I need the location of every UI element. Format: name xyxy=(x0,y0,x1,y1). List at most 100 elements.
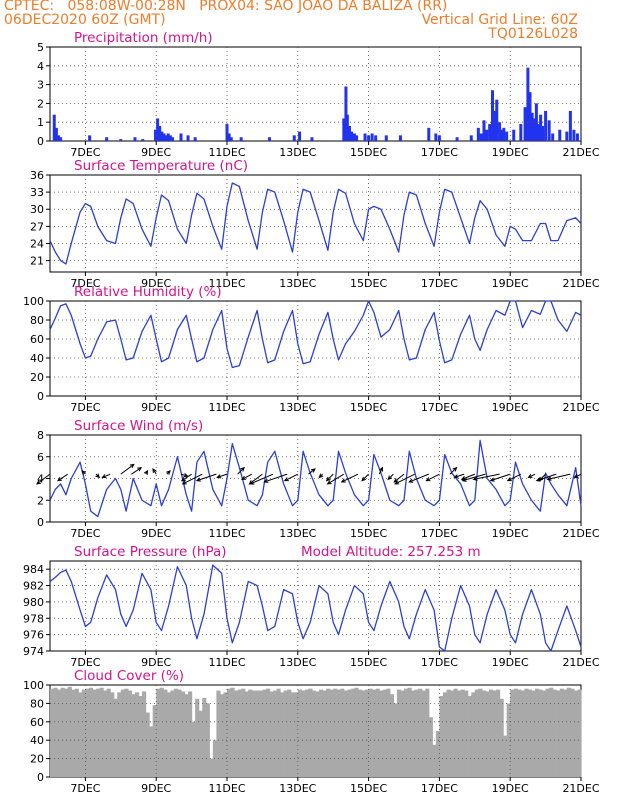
precipitation-bar xyxy=(193,137,197,141)
wind-arrow xyxy=(506,473,522,482)
wind-arrow-head xyxy=(180,476,186,482)
wind-arrow-shaft xyxy=(131,467,142,475)
panel-precipitation: 0 1 2 3 4 5 7DEC 9DEC 11DEC 13DEC 15DEC 17DEC 19DEC 2… xyxy=(37,30,600,159)
precipitation-bar xyxy=(162,133,166,141)
cloud-cover-bar xyxy=(361,690,366,777)
pressure-title: Surface Pressure (hPa) xyxy=(74,544,227,560)
cloud-cover-bar xyxy=(524,688,529,777)
wind-arrow xyxy=(56,473,68,482)
cloud-cover-bar xyxy=(255,690,260,777)
cloud-cover-bar xyxy=(251,690,256,777)
wind-ytick-label: 0 xyxy=(37,516,44,529)
humidity-ytick-label: 100 xyxy=(23,295,44,308)
wind-arrow-shaft xyxy=(250,473,274,485)
precipitation-bar xyxy=(179,133,183,141)
precipitation-xtick-label: 13DEC xyxy=(279,146,316,159)
precipitation-bar xyxy=(229,137,233,141)
wind-arrow-shaft xyxy=(237,467,245,475)
pressure-ytick-label: 980 xyxy=(23,596,44,609)
precipitation-bar xyxy=(547,120,551,141)
cloud-cover-xtick-label: 19DEC xyxy=(492,782,529,795)
wind-arrow xyxy=(546,473,571,481)
cloud-cover-ytick-label: 20 xyxy=(30,753,44,766)
wind-series-line xyxy=(49,439,582,518)
cloud-cover-bar xyxy=(244,691,249,777)
pressure-xtick-label: 11DEC xyxy=(208,656,245,669)
cloud-cover-bar xyxy=(209,758,214,777)
precipitation-bar xyxy=(168,135,172,141)
cloud-cover-bar xyxy=(92,689,97,777)
wind-arrow-shaft xyxy=(449,467,457,475)
cloud-cover-bar xyxy=(170,690,175,777)
wind-xtick-label: 13DEC xyxy=(279,527,316,540)
precipitation-bar xyxy=(495,99,499,141)
precipitation-bar xyxy=(493,110,497,141)
precipitation-xtick-label: 9DEC xyxy=(141,146,171,159)
wind-xtick-label: 21DEC xyxy=(562,527,599,540)
cloud-cover-bar xyxy=(534,688,540,777)
temperature-xtick-label: 19DEC xyxy=(492,277,529,290)
wind-title: Surface Wind (m/s) xyxy=(74,418,203,434)
wind-arrow-head xyxy=(310,468,316,473)
wind-arrow-head xyxy=(546,476,552,481)
wind-arrow-shaft xyxy=(409,473,429,483)
wind-xtick-label: 9DEC xyxy=(141,527,171,540)
wind-arrow-shaft xyxy=(308,468,316,475)
header-grid-line: Vertical Grid Line: 60Z xyxy=(421,12,578,28)
humidity-xtick-label: 15DEC xyxy=(350,401,387,414)
temperature-xtick-label: 15DEC xyxy=(350,277,387,290)
cloud-cover-bar xyxy=(308,688,313,777)
wind-arrow-shaft xyxy=(361,473,369,482)
cloud-cover-bar xyxy=(467,696,472,777)
temperature-ytick-label: 36 xyxy=(30,169,44,182)
cloud-cover-bar xyxy=(57,689,62,777)
precipitation-bar xyxy=(427,127,431,141)
cloud-cover-bar xyxy=(198,710,203,777)
pressure-ytick-label: 976 xyxy=(23,629,44,642)
wind-arrow-head xyxy=(36,480,42,485)
precipitation-xtick-label: 21DEC xyxy=(562,146,599,159)
cloud-cover-bar xyxy=(340,688,345,777)
cloud-cover-bar xyxy=(258,690,263,777)
precipitation-bar xyxy=(345,114,349,141)
cloud-cover-bar xyxy=(570,688,575,777)
cloud-cover-bar xyxy=(375,688,380,777)
cloud-cover-bar xyxy=(450,690,455,777)
cloud-cover-bar xyxy=(234,690,239,777)
pressure-xtick-label: 9DEC xyxy=(141,656,171,669)
precipitation-bar xyxy=(512,129,516,141)
humidity-xtick-label: 13DEC xyxy=(279,401,316,414)
pressure-xtick-label: 17DEC xyxy=(421,656,458,669)
precipitation-bar xyxy=(292,135,296,141)
cloud-cover-bar xyxy=(99,687,104,777)
cloud-cover-bar xyxy=(202,697,207,777)
pressure-ytick-label: 978 xyxy=(23,612,44,625)
cloud-cover-ytick-label: 80 xyxy=(30,697,44,710)
cloud-cover-bar xyxy=(138,696,143,777)
precipitation-ytick-label: 2 xyxy=(37,97,44,110)
wind-arrow-head xyxy=(95,473,101,479)
humidity-ytick-label: 60 xyxy=(30,333,44,346)
wind-arrow-shaft xyxy=(217,473,228,478)
cloud-cover-bar xyxy=(219,694,225,777)
cloud-cover-bar xyxy=(418,688,423,777)
precipitation-bar xyxy=(500,129,504,141)
wind-arrow-shaft xyxy=(462,473,486,482)
cloud-cover-bar xyxy=(103,690,108,777)
panel-wind: 0 2 4 6 8 7DEC 9DEC 11DEC 13DEC 15DEC 17DEC 19DEC 21… xyxy=(36,418,600,540)
cloud-cover-bar xyxy=(350,688,356,777)
wind-arrow-head xyxy=(101,474,107,479)
wind-arrow-shaft xyxy=(182,473,203,485)
wind-arrow xyxy=(81,470,87,475)
cloud-cover-bar xyxy=(131,694,136,777)
cloud-cover-bar xyxy=(347,689,352,777)
cloud-cover-bar xyxy=(393,703,398,777)
wind-arrow xyxy=(241,473,253,480)
cloud-cover-bar xyxy=(113,698,118,777)
cloud-cover-bar xyxy=(503,735,508,777)
precipitation-ytick-label: 4 xyxy=(37,60,44,73)
wind-arrow xyxy=(216,473,228,479)
wind-ytick-label: 8 xyxy=(37,429,44,442)
panel-pressure: 974 976 978 980 982 984 7DEC 9DEC 11DEC 13DEC 15DE… xyxy=(23,544,600,669)
cloud-cover-bar xyxy=(453,688,458,777)
